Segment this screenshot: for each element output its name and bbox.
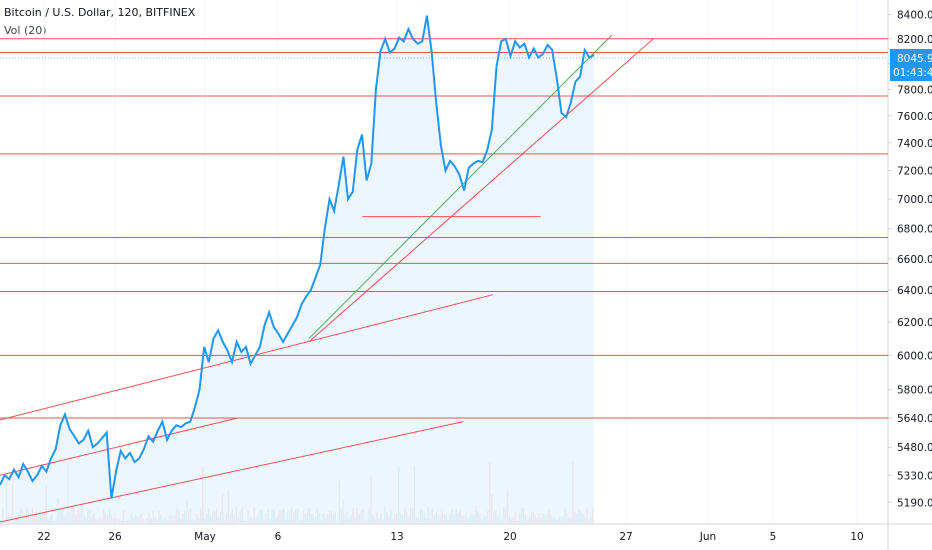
y-tick-label: 6600.0 [897,254,932,266]
red-trendline[interactable] [308,38,654,343]
y-tick-label: 7000.0 [897,194,932,206]
y-tick-label: 5330.0 [897,470,932,482]
y-tick-label: 6200.0 [897,317,932,329]
y-tick-label: 7200.0 [897,166,932,178]
x-tick-label: Jun [699,531,716,543]
bar-countdown: 01:43:49 [893,67,932,79]
x-tick-label: 20 [503,531,516,543]
x-tick-label: 5 [770,531,777,543]
price-area [0,15,594,524]
y-tick-label: 5190.0 [897,497,932,509]
y-tick-label: 7600.0 [897,111,932,123]
y-tick-label: 8200.0 [897,34,932,46]
green-trendline[interactable] [308,34,613,339]
y-tick-label: 5800.0 [897,385,932,397]
y-tick-label: 8400.0 [897,9,932,21]
y-tick-label: 6400.0 [897,285,932,297]
y-tick-label: 7800.0 [897,84,932,96]
red-trendline[interactable] [0,421,464,523]
x-tick-label: May [194,531,216,543]
x-tick-label: 13 [390,531,403,543]
red-trendline[interactable] [0,294,494,421]
y-tick-label: 6800.0 [897,224,932,236]
volume-indicator-label[interactable]: Vol (20) [4,24,47,37]
current-price-badge [890,49,932,82]
price-line[interactable] [0,15,595,499]
x-tick-label: 26 [108,531,122,543]
chart-title: Bitcoin / U.S. Dollar, 120, BITFINEX [4,6,196,19]
y-tick-label: 5480.0 [897,442,932,454]
x-tick-label: 10 [850,531,863,543]
y-tick-label: 5640.0 [897,413,932,425]
y-tick-label: 7400.0 [897,138,932,150]
x-tick-label: 6 [275,531,282,543]
red-trendline[interactable] [0,417,238,476]
y-tick-label: 6000.0 [897,350,932,362]
x-tick-label: 27 [619,531,632,543]
x-tick-label: 22 [37,531,50,543]
current-price-value: 8045.9 [897,53,932,65]
